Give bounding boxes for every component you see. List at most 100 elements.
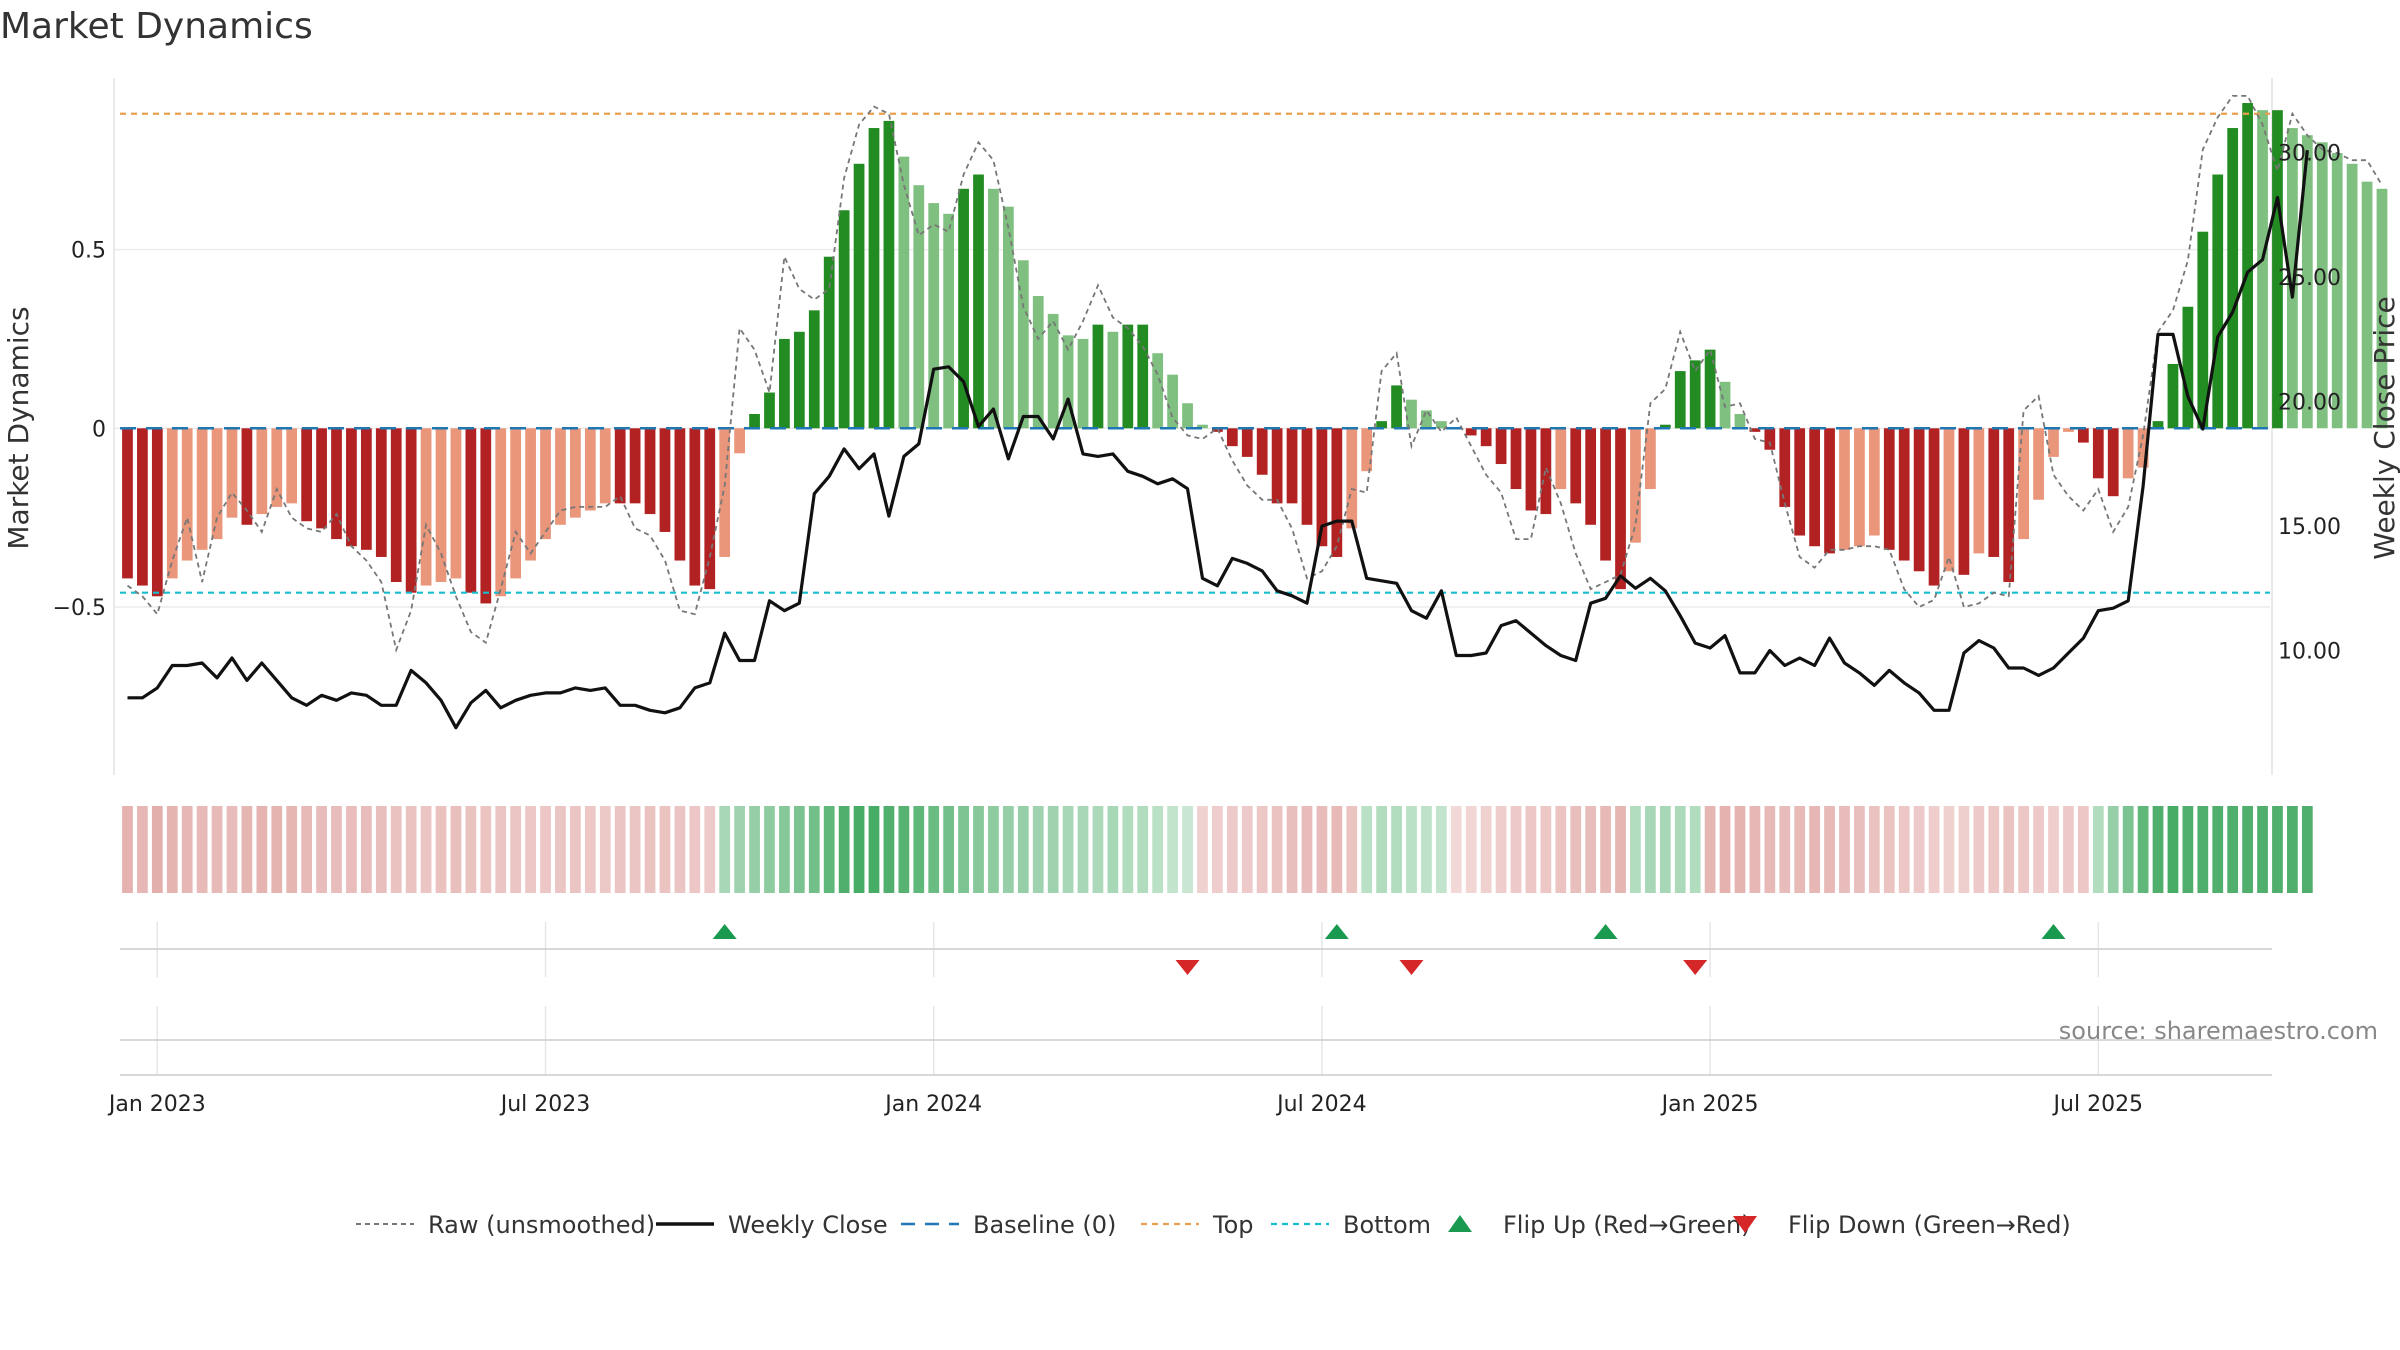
md-bar — [1689, 360, 1701, 429]
strip-cell — [2107, 806, 2119, 893]
md-bar — [808, 310, 820, 429]
md-bar — [1376, 421, 1388, 429]
strip-cell — [1212, 806, 1223, 893]
md-bar — [2167, 363, 2179, 429]
strip-cell — [644, 806, 656, 893]
strip-cell — [122, 806, 133, 893]
md-bar — [2376, 188, 2388, 429]
md-bar — [1988, 428, 2000, 557]
md-bar — [2227, 128, 2239, 429]
md-bar — [659, 428, 671, 532]
strip-cell — [1839, 806, 1850, 893]
strip-cell — [375, 806, 387, 893]
legend-label: Top — [1212, 1211, 1254, 1239]
flip-down-marker — [1175, 960, 1200, 975]
md-bar — [1122, 324, 1134, 429]
strip-cell — [898, 806, 910, 893]
md-bar — [360, 428, 372, 550]
strip-cell — [1943, 806, 1955, 893]
md-bar — [1391, 385, 1402, 429]
md-bar — [151, 428, 163, 597]
md-bar — [316, 428, 327, 529]
x-axis-ticks: Jan 2023 Jul 2023 Jan 2024 Jul 2024 Jan 2025… — [107, 1092, 2143, 1117]
strip-cell — [2048, 806, 2059, 893]
md-bar — [973, 174, 984, 429]
flip-down-marker — [1399, 960, 1424, 975]
md-bar — [868, 128, 880, 429]
strip-cell — [1958, 806, 1970, 893]
md-bar — [2137, 428, 2149, 468]
md-bar — [913, 185, 925, 429]
md-bar — [331, 428, 342, 540]
md-bar — [301, 428, 313, 522]
x-tick-label: Jan 2025 — [1660, 1092, 1759, 1117]
strip-cell — [2257, 806, 2268, 893]
md-bar — [1047, 313, 1059, 429]
strip-cell — [853, 806, 865, 893]
md-bar — [181, 428, 193, 561]
md-bar — [211, 428, 223, 540]
md-bar — [1182, 403, 1193, 429]
md-bar — [1167, 374, 1178, 429]
legend-item-flip_down: Flip Down (Green→Red) — [1733, 1211, 2071, 1239]
strip-cell — [196, 806, 208, 893]
md-bar — [584, 428, 596, 511]
md-bar — [958, 188, 969, 429]
legend-item-flip_up: Flip Up (Red→Green) — [1448, 1211, 1751, 1239]
strip-cell — [1435, 806, 1447, 893]
strip-cell — [1540, 806, 1552, 893]
strip-cell — [1779, 806, 1791, 893]
md-bar — [2033, 428, 2044, 500]
strip-cell — [764, 806, 775, 893]
flip-down-marker — [1683, 960, 1708, 975]
md-bar — [704, 428, 716, 590]
md-bar — [1600, 428, 1611, 561]
md-bar — [1630, 428, 1641, 543]
axes-spines — [113, 78, 2273, 775]
strip-cell — [1241, 806, 1253, 893]
strip-cell — [2197, 806, 2209, 893]
md-bar — [1256, 428, 1268, 475]
legend-label: Baseline (0) — [973, 1211, 1116, 1239]
strip-cell — [405, 806, 417, 893]
md-bar — [1137, 324, 1149, 429]
strip-cell — [1376, 806, 1388, 893]
md-bar — [166, 428, 178, 579]
md-bar — [599, 428, 611, 504]
md-bar — [495, 428, 507, 597]
legend-item-raw: Raw (unsmoothed) — [356, 1211, 655, 1239]
strip-cell — [1465, 806, 1477, 893]
strip-cell — [2167, 806, 2179, 893]
md-bar — [570, 428, 581, 518]
flip-up-marker — [1593, 924, 1618, 939]
strip-cell — [1256, 806, 1268, 893]
strip-cell — [1898, 806, 1910, 893]
md-bar — [1809, 428, 1820, 547]
strip-cell — [808, 806, 820, 893]
strip-cell — [883, 806, 895, 893]
strip-cell — [1734, 806, 1746, 893]
md-bar — [1316, 428, 1328, 547]
md-bar — [1032, 296, 1044, 429]
md-bar — [1241, 428, 1253, 457]
left-tick-label: 0.5 — [71, 239, 106, 264]
md-bar — [1824, 428, 1835, 554]
strip-cell — [599, 806, 611, 893]
strip-cell — [420, 806, 432, 893]
md-bar — [644, 428, 656, 515]
md-bar — [1226, 428, 1238, 447]
right-axis-ticks: 30.00 25.00 20.00 15.00 10.00 — [2278, 142, 2341, 665]
md-bar — [838, 210, 850, 429]
md-bar — [2361, 181, 2373, 429]
strip-cell — [256, 806, 268, 893]
md-bar — [988, 188, 999, 429]
flip-up-marker — [2041, 924, 2066, 939]
strip-cell — [2018, 806, 2030, 893]
strip-cell — [1794, 806, 1806, 893]
strip-cell — [1421, 806, 1432, 893]
strip-cell — [495, 806, 507, 893]
md-bar — [2077, 428, 2089, 443]
md-bar — [1406, 399, 1417, 429]
strip-cell — [1973, 806, 1985, 893]
strip-cell — [331, 806, 342, 893]
